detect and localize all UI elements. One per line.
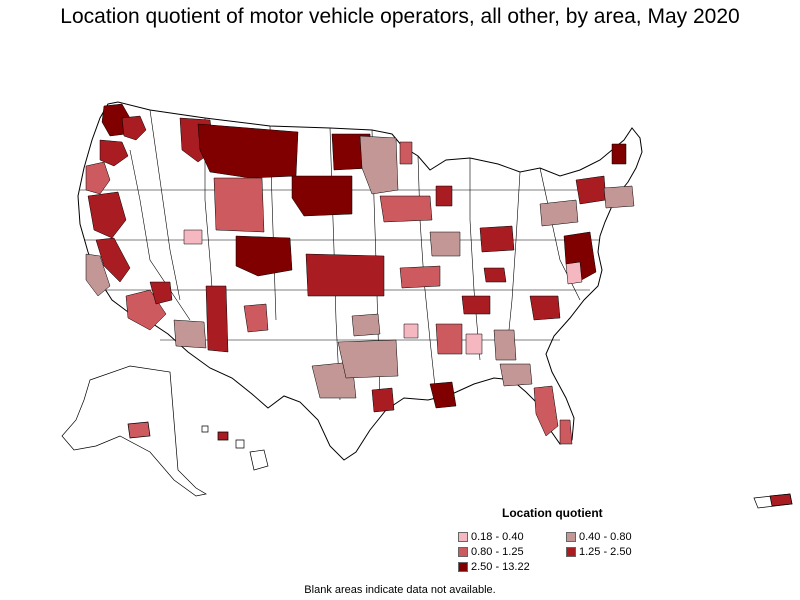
region-wisconsin (435, 185, 453, 207)
legend-item: 0.80 - 1.25 (458, 545, 566, 558)
region-kentucky (483, 267, 507, 283)
map-title: Location quotient of motor vehicle opera… (60, 5, 740, 28)
region-ca-coast (85, 253, 111, 297)
region-maine (611, 143, 627, 165)
region-oregon (99, 139, 129, 167)
region-virginia (565, 261, 583, 285)
legend-title: Location quotient (502, 506, 603, 520)
region-missouri (399, 265, 441, 289)
legend-item: 0.40 - 0.80 (566, 530, 674, 543)
legend-item: 0.18 - 0.40 (458, 530, 566, 543)
region-central-ca (95, 237, 131, 283)
puerto-rico (753, 493, 793, 509)
region-northern-ca (87, 191, 127, 239)
region-mississippi (435, 323, 463, 355)
alaska (61, 365, 207, 497)
region-montana (197, 123, 299, 179)
region-texas-east (337, 339, 399, 379)
region-minnesota (359, 135, 399, 195)
hawaii-big-island (249, 449, 269, 471)
data-availability-note: Blank areas indicate data not available. (304, 584, 496, 596)
puerto-rico-east (769, 493, 793, 507)
region-utah (183, 229, 203, 245)
region-arkansas (403, 323, 419, 339)
region-new-york (575, 175, 607, 205)
region-puget (121, 115, 147, 141)
hawaii (201, 425, 269, 471)
region-south-dakota (291, 175, 353, 217)
region-tennessee (461, 295, 491, 315)
region-carolinas (529, 295, 561, 321)
region-louisiana (429, 381, 457, 409)
legend-item: 2.50 - 13.22 (458, 560, 566, 573)
region-central-az (243, 303, 269, 333)
region-florida (533, 385, 559, 437)
region-nevada (149, 281, 173, 305)
region-oklahoma (351, 313, 381, 337)
region-wyoming (213, 177, 265, 233)
legend-label: 2.50 - 13.22 (471, 560, 530, 573)
legend-label: 1.25 - 2.50 (579, 545, 632, 558)
region-colorado (235, 235, 293, 277)
legend-item: 1.25 - 2.50 (566, 545, 674, 558)
region-new-mexico (205, 285, 229, 353)
region-ohio-valley (479, 225, 515, 253)
region-georgia (493, 329, 517, 361)
hawaii-maui (235, 439, 245, 449)
region-iowa (379, 195, 433, 223)
choropleth-regions (85, 103, 635, 445)
region-pennsylvania (539, 199, 579, 227)
region-gulf-coast (371, 387, 395, 413)
legend-swatch (458, 546, 468, 557)
legend-swatch (458, 561, 468, 572)
region-alabama (465, 333, 483, 355)
legend-label: 0.40 - 0.80 (579, 530, 632, 543)
region-florida-north (499, 363, 533, 387)
hawaii-kauai (201, 425, 209, 433)
alaska-anchorage (127, 421, 151, 439)
region-florida-south (559, 419, 573, 445)
legend-swatch (566, 546, 576, 557)
hawaii-honolulu (217, 431, 229, 441)
legend-label: 0.18 - 0.40 (471, 530, 524, 543)
region-new-england (603, 185, 635, 209)
legend-label: 0.80 - 1.25 (471, 545, 524, 558)
legend-swatch (458, 531, 468, 542)
region-illinois (429, 231, 461, 257)
region-kansas (305, 253, 385, 297)
legend-grid: 0.18 - 0.40 0.40 - 0.80 0.80 - 1.25 1.25… (458, 530, 696, 573)
legend-swatch (566, 531, 576, 542)
region-arizona (173, 319, 207, 349)
legend: Location quotient 0.18 - 0.40 0.40 - 0.8… (446, 506, 696, 573)
region-oregon-coast (85, 161, 111, 195)
region-michigan (399, 141, 413, 165)
